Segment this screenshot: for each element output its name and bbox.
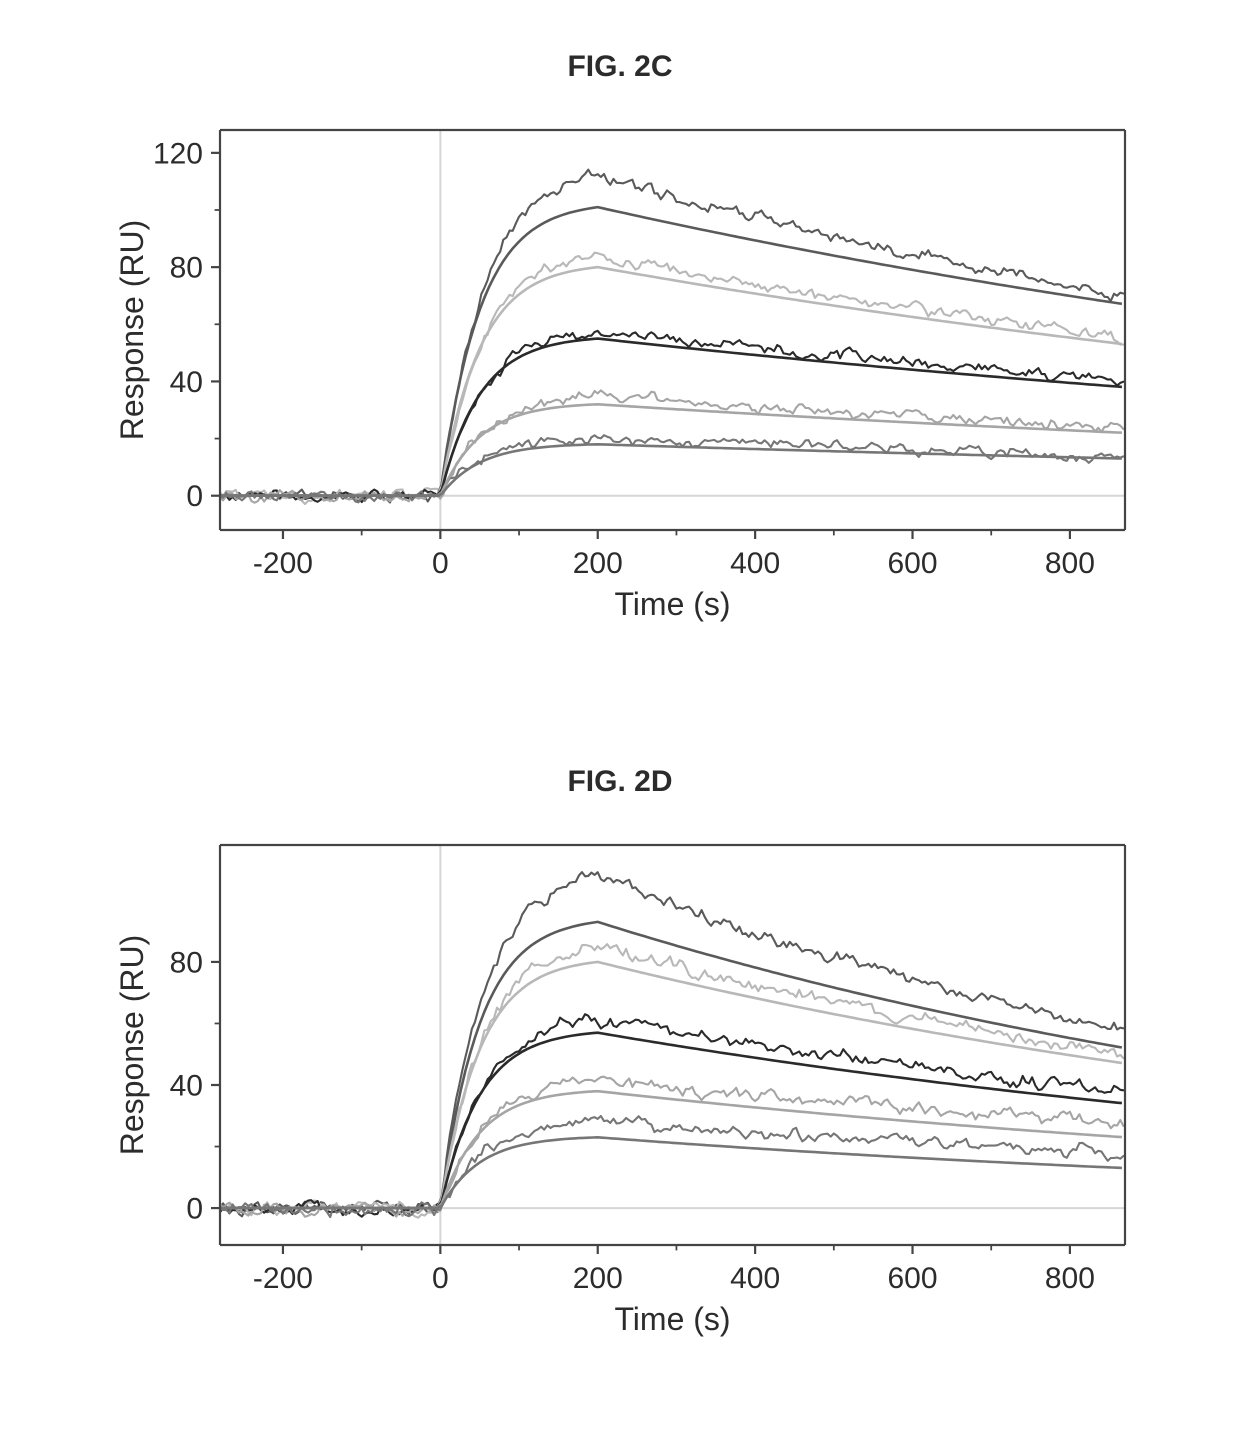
svg-text:Time (s): Time (s) bbox=[614, 1301, 730, 1337]
svg-text:200: 200 bbox=[573, 547, 623, 580]
svg-text:0: 0 bbox=[432, 1262, 449, 1295]
figure-c-chart: -200 0 200 400 600 800 0 40 80 120 Time (s) Respons… bbox=[100, 110, 1140, 630]
svg-text:800: 800 bbox=[1045, 1262, 1095, 1295]
svg-text:200: 200 bbox=[573, 1262, 623, 1295]
svg-text:80: 80 bbox=[170, 946, 203, 979]
svg-text:Response (RU): Response (RU) bbox=[114, 935, 150, 1156]
svg-text:Response (RU): Response (RU) bbox=[114, 220, 150, 441]
svg-text:600: 600 bbox=[887, 1262, 937, 1295]
svg-text:800: 800 bbox=[1045, 547, 1095, 580]
svg-text:0: 0 bbox=[186, 480, 203, 513]
svg-text:400: 400 bbox=[730, 1262, 780, 1295]
svg-text:600: 600 bbox=[887, 547, 937, 580]
figure-d-title: FIG. 2D bbox=[0, 765, 1240, 799]
svg-text:0: 0 bbox=[186, 1193, 203, 1226]
figure-d-chart: -200 0 200 400 600 800 0 40 80 Time (s) Response (… bbox=[100, 825, 1140, 1345]
svg-text:-200: -200 bbox=[253, 547, 313, 580]
svg-text:Time (s): Time (s) bbox=[614, 586, 730, 622]
svg-text:120: 120 bbox=[153, 137, 203, 170]
page: FIG. 2C -200020040060080004080120Time (s… bbox=[0, 0, 1240, 1435]
svg-text:40: 40 bbox=[170, 366, 203, 399]
svg-text:0: 0 bbox=[432, 547, 449, 580]
svg-text:400: 400 bbox=[730, 547, 780, 580]
svg-text:-200: -200 bbox=[253, 1262, 313, 1295]
figure-c-title: FIG. 2C bbox=[0, 50, 1240, 84]
svg-text:80: 80 bbox=[170, 252, 203, 285]
svg-text:40: 40 bbox=[170, 1070, 203, 1103]
